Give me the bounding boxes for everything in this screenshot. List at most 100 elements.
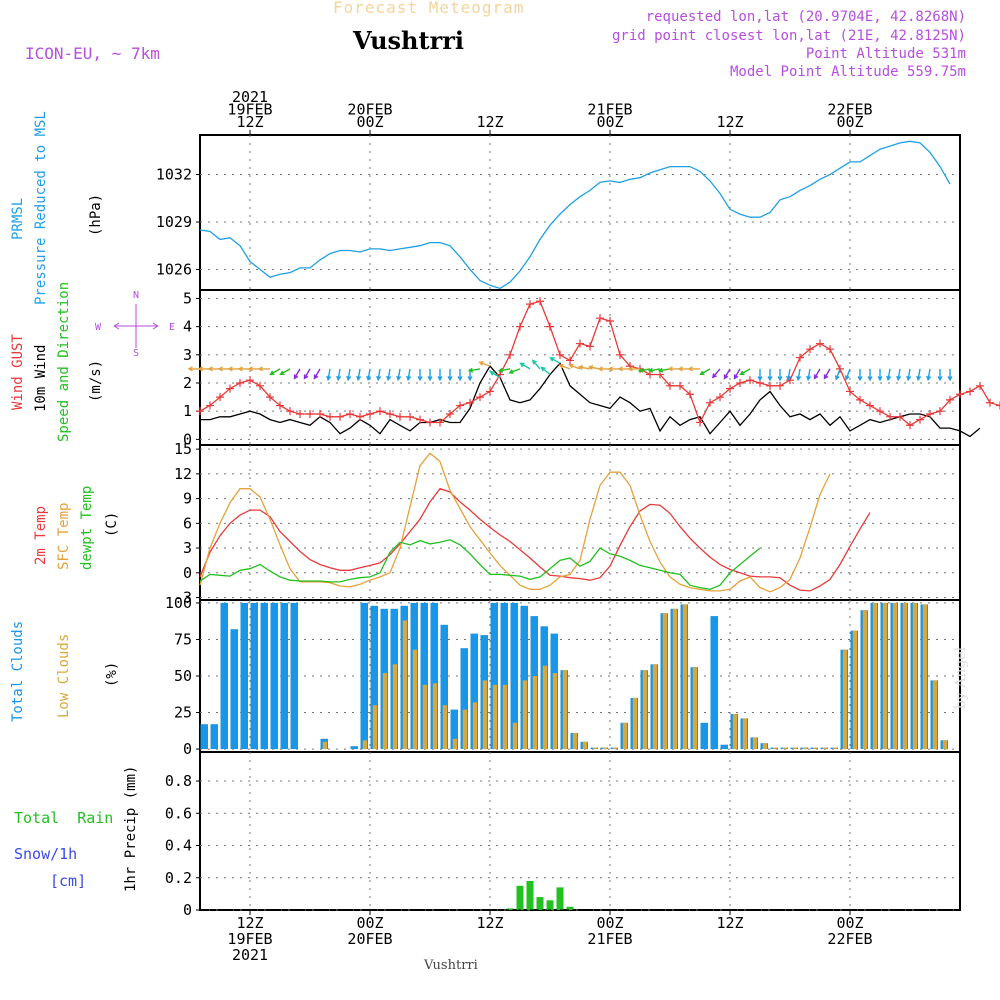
precip-rain-bar <box>566 906 574 910</box>
cloud-low-bar <box>912 602 917 750</box>
cloud-low-bar <box>642 670 647 750</box>
wind-direction-arrow <box>844 368 851 381</box>
wind-gust-marker <box>816 339 824 348</box>
wind-gust-marker <box>556 350 564 359</box>
wind-gust-marker <box>476 393 484 402</box>
cloud-total-bar <box>240 602 248 750</box>
cloud-low-bar <box>942 740 947 750</box>
wind-direction-arrow <box>916 368 922 382</box>
time-label-bottom: 19FEB <box>227 930 272 948</box>
model-label: ICON-EU, ~ 7km <box>25 44 160 63</box>
wind-tick-label: 5 <box>183 289 192 307</box>
cloud-low-bar <box>382 673 387 750</box>
time-label-top: 00Z <box>836 113 863 131</box>
wind-direction-arrow <box>806 368 812 382</box>
wind-direction-arrow <box>739 368 751 376</box>
wind-direction-arrow <box>723 368 731 380</box>
wind-direction-arrow <box>757 368 763 382</box>
wind-direction-arrow <box>269 368 281 376</box>
cloud-total-bar <box>520 605 528 749</box>
pressure-tick-label: 1026 <box>156 260 192 278</box>
cloud-low-bar <box>742 718 747 750</box>
clouds-tick-label: 0 <box>183 740 192 758</box>
cloud-low-bar <box>592 747 597 750</box>
time-label-top: 12Z <box>476 113 503 131</box>
wind-gust-marker <box>486 387 494 396</box>
cloud-low-bar <box>792 747 797 750</box>
wind-gust-marker <box>666 381 674 390</box>
wind-gust-marker <box>546 322 554 331</box>
temp-line-2 <box>199 539 761 590</box>
cloud-low-bar <box>572 733 577 750</box>
label-2m-temp: 2m Temp <box>33 505 49 565</box>
time-label-top: 21FEB <box>587 101 632 119</box>
wind-direction-arrow <box>767 368 773 382</box>
cloud-total-bar <box>270 602 278 750</box>
cloud-total-bar <box>500 602 508 750</box>
wind-gust-marker <box>386 410 394 418</box>
wind-gust-marker <box>866 401 874 410</box>
cloud-low-bar <box>922 604 927 750</box>
cloud-low-bar <box>782 747 787 750</box>
cloud-low-bar <box>832 747 837 750</box>
cloud-low-bar <box>852 630 857 750</box>
label-snow-unit: [cm] <box>50 872 87 890</box>
wind-direction-arrow <box>540 366 551 376</box>
wind-gust-marker <box>966 387 974 396</box>
wind-gust-marker <box>746 376 754 385</box>
label-temp-unit: (C) <box>104 511 120 537</box>
wind-direction-arrow <box>906 368 912 382</box>
label-dewpt-temp: dewpt Temp <box>79 485 95 570</box>
precip-rain-bar <box>506 908 514 910</box>
wind-gust-marker <box>396 412 404 421</box>
cloud-low-bar <box>772 747 777 750</box>
location-title: Vushtrri <box>353 26 464 55</box>
cloud-low-bar <box>862 610 867 749</box>
label-pressure-msl: Pressure Reduced to MSL <box>33 111 49 305</box>
label-wind-unit: (m/s) <box>88 359 104 402</box>
wind-gust-marker <box>436 418 444 427</box>
time-label-top: 2021 <box>232 88 268 106</box>
point-altitude: Point Altitude 531m <box>805 46 966 62</box>
wind-gust-marker <box>776 381 784 390</box>
cloud-total-bar <box>450 709 458 750</box>
wind-direction-arrow <box>549 357 561 364</box>
cloud-low-bar <box>412 649 417 750</box>
wind-gust-marker <box>506 350 514 359</box>
wind-direction-arrow <box>947 368 953 382</box>
precip-tick-label: 0 <box>183 901 192 919</box>
wind-gust-marker <box>576 339 584 348</box>
time-label-bottom: 12Z <box>236 914 263 932</box>
wind-direction-arrow <box>937 368 943 382</box>
wind-gust-marker <box>216 393 224 402</box>
wind-direction-arrow <box>568 363 581 370</box>
cloud-low-bar <box>392 664 397 750</box>
wind-direction-arrow <box>886 368 892 382</box>
cloud-low-bar <box>692 667 697 749</box>
wind-direction-arrow <box>577 365 591 371</box>
panel-frame-0 <box>199 134 961 291</box>
wind-gust-marker <box>316 410 324 418</box>
cloud-low-bar <box>482 680 487 750</box>
label-total-clouds: Total Clouds <box>10 620 26 722</box>
compass-n: N <box>133 290 139 301</box>
cloud-low-bar <box>512 722 517 750</box>
cloud-total-bar <box>440 624 448 749</box>
precip-tick-label: 0.6 <box>165 804 192 822</box>
wind-gust-marker <box>516 322 524 331</box>
temp-tick-label: 6 <box>183 514 192 532</box>
wind-gust-marker <box>876 407 884 416</box>
cloud-low-bar <box>882 602 887 750</box>
wind-gust-marker <box>196 407 204 416</box>
cloud-low-bar <box>562 670 567 750</box>
wind-gust-marker <box>946 395 954 404</box>
wind-gust-marker <box>856 395 864 404</box>
cloud-total-bar <box>210 724 218 749</box>
wind-gust-marker <box>646 370 654 379</box>
clouds-tick-label: 75 <box>174 630 192 648</box>
wind-gust-marker <box>696 418 704 427</box>
precip-tick-label: 0.2 <box>165 869 192 887</box>
wind-direction-arrow <box>834 368 841 381</box>
wind-direction-arrow <box>699 368 711 376</box>
